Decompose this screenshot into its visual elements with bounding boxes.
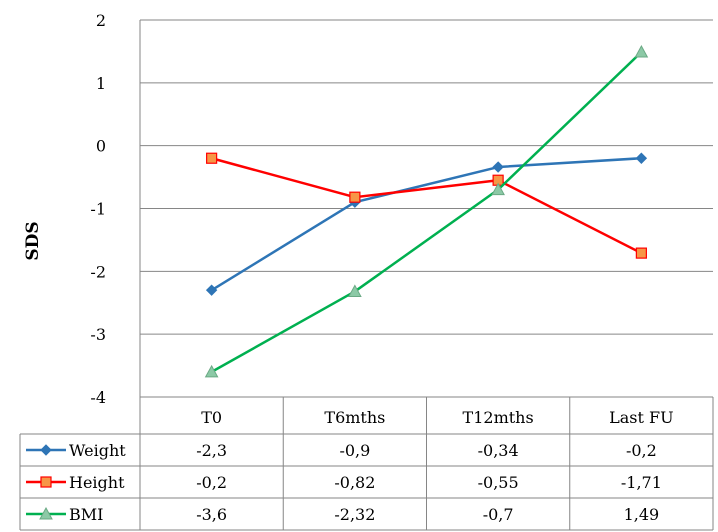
data-point-weight — [635, 152, 648, 164]
series-line-weight — [210, 156, 642, 292]
x-category-label: T0 — [201, 408, 222, 427]
table-value: -1,71 — [621, 473, 662, 492]
series-line-bmi — [211, 51, 643, 373]
y-tick-label: 2 — [96, 11, 106, 30]
legend-key-marker — [40, 444, 52, 456]
table-value: -0,7 — [483, 505, 514, 524]
data-point-weight — [205, 284, 218, 296]
table-value: -0,34 — [478, 441, 519, 460]
table-value: -0,2 — [626, 441, 657, 460]
y-tick-label: -1 — [90, 200, 106, 219]
table-value: -0,55 — [478, 473, 519, 492]
y-tick-label: 0 — [96, 137, 106, 156]
y-axis-label: SDS — [23, 221, 43, 260]
y-tick-label: 1 — [96, 74, 106, 93]
table-value: -3,6 — [196, 505, 227, 524]
legend-label: BMI — [69, 505, 103, 524]
x-category-label: Last FU — [609, 408, 673, 427]
data-point-height — [206, 152, 218, 164]
table-value: 1,49 — [624, 505, 660, 524]
series-line-height — [211, 157, 642, 255]
y-tick-label: -2 — [90, 262, 106, 281]
x-category-label: T12mths — [463, 408, 534, 427]
legend-label: Weight — [69, 441, 126, 460]
data-point-bmi — [204, 364, 219, 378]
x-category-label: T6mths — [324, 408, 385, 427]
data-point-height — [635, 247, 647, 259]
data-point-bmi — [491, 182, 505, 196]
data-point-height — [349, 191, 361, 203]
legend-key-marker — [39, 506, 53, 520]
gridlines — [139, 19, 713, 398]
series-group — [204, 45, 649, 378]
data-point-weight — [492, 161, 504, 173]
data-point-bmi — [634, 45, 649, 58]
y-tick-label: -4 — [90, 388, 106, 407]
legend-label: Height — [69, 473, 125, 492]
data-point-bmi — [348, 284, 362, 297]
table-value: -2,32 — [334, 505, 375, 524]
data-table: T0 T6mths T12mths Last FU Weight -2,3 -0,9 -0,3… — [19, 397, 714, 531]
y-tick-label: -3 — [90, 325, 106, 344]
legend-key-marker — [40, 476, 52, 488]
table-value: -0,82 — [334, 473, 375, 492]
table-value: -0,9 — [339, 441, 370, 460]
y-tick-labels: 2 1 0 -1 -2 -3 -4 — [90, 11, 106, 407]
table-value: -2,3 — [196, 441, 227, 460]
table-value: -0,2 — [196, 473, 227, 492]
